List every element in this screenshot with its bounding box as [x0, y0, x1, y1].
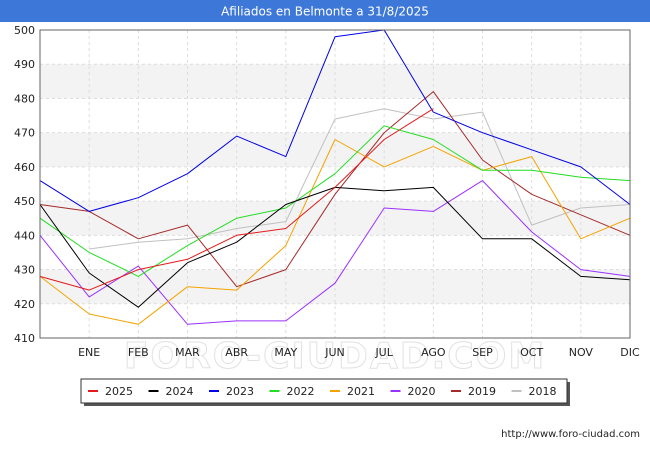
legend-box — [80, 378, 568, 404]
series-line-2025 — [39, 108, 434, 291]
series-line-2022 — [39, 125, 631, 277]
y-tick-label: 490 — [14, 58, 35, 71]
x-tick-label: ENE — [78, 346, 100, 359]
y-tick-label: 470 — [14, 127, 35, 140]
grid-band — [40, 269, 630, 304]
legend-label: 2021 — [347, 385, 375, 398]
title-bar — [0, 0, 650, 22]
x-axis-ticks: ENE FEB MAR ABR MAY JUN JUL AGO SEP OCT NOV DIC — [78, 346, 640, 359]
legend: 2025 2024 2023 2022 2021 2020 2019 2018 — [80, 378, 570, 406]
series-line-2021 — [39, 139, 631, 325]
x-tick-label: MAR — [175, 346, 200, 359]
legend-label: 2019 — [468, 385, 496, 398]
y-tick-label: 460 — [14, 161, 35, 174]
x-tick-label: JUN — [324, 346, 345, 359]
watermark: FORO-CIUDAD.COM — [124, 336, 546, 377]
legend-label: 2023 — [226, 385, 254, 398]
legend-label: 2018 — [529, 385, 557, 398]
x-tick-label: AGO — [421, 346, 446, 359]
legend-label: 2020 — [408, 385, 436, 398]
legend-label: 2022 — [287, 385, 315, 398]
x-tick-label: MAY — [274, 346, 297, 359]
x-tick-label: DIC — [620, 346, 640, 359]
legend-items: 2025 2024 2023 2022 2021 2020 2019 2018 — [88, 385, 557, 398]
y-tick-label: 410 — [14, 332, 35, 345]
chart-title: Afiliados en Belmonte a 31/8/2025 — [221, 5, 429, 19]
y-tick-label: 440 — [14, 229, 35, 242]
legend-item-2023: 2023 — [209, 385, 254, 398]
x-tick-label: NOV — [569, 346, 594, 359]
series-line-2019 — [39, 91, 631, 288]
y-tick-label: 430 — [14, 264, 35, 277]
y-tick-label: 450 — [14, 195, 35, 208]
legend-item-2019: 2019 — [451, 385, 496, 398]
footer-url: http://www.foro-ciudad.com — [501, 429, 640, 440]
plot-area-border — [39, 29, 631, 339]
series-lines — [39, 29, 631, 325]
y-tick-label: 420 — [14, 298, 35, 311]
x-tick-label: SEP — [472, 346, 493, 359]
x-tick-label: ABR — [225, 346, 248, 359]
x-tick-label: OCT — [520, 346, 543, 359]
legend-item-2025: 2025 — [88, 385, 133, 398]
series-line-2018 — [89, 108, 631, 250]
series-line-2023 — [39, 29, 631, 212]
y-tick-label: 500 — [14, 24, 35, 37]
legend-item-2024: 2024 — [148, 385, 194, 398]
legend-label: 2025 — [105, 385, 133, 398]
series-line-2020 — [39, 180, 631, 325]
legend-item-2020: 2020 — [390, 385, 436, 398]
legend-item-2022: 2022 — [269, 385, 315, 398]
y-tick-label: 480 — [14, 92, 35, 105]
x-tick-label: JUL — [374, 346, 393, 359]
legend-item-2021: 2021 — [330, 385, 375, 398]
grid-band — [40, 132, 630, 167]
legend-label: 2024 — [166, 385, 194, 398]
y-axis-ticks: 410 420 430 440 450 460 470 480 490 500 — [14, 24, 35, 345]
x-tick-label: FEB — [128, 346, 149, 359]
legend-item-2018: 2018 — [511, 385, 557, 398]
grid-band — [40, 64, 630, 99]
